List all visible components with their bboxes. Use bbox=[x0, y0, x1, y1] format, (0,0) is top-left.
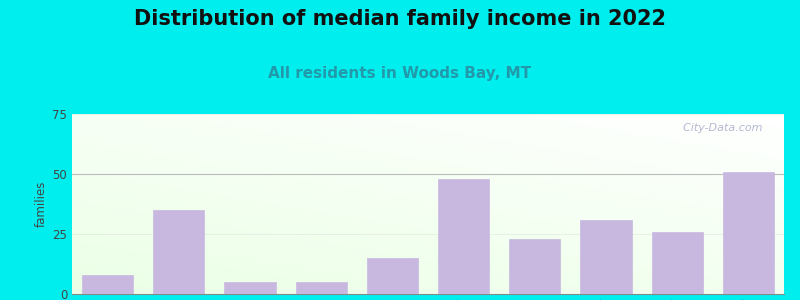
Bar bbox=[295, 282, 347, 294]
Bar bbox=[509, 239, 561, 294]
Bar bbox=[722, 172, 774, 294]
Text: City-Data.com: City-Data.com bbox=[676, 123, 762, 133]
Y-axis label: families: families bbox=[35, 181, 48, 227]
Bar bbox=[580, 220, 632, 294]
Bar bbox=[438, 179, 490, 294]
Bar bbox=[651, 232, 703, 294]
Bar bbox=[366, 258, 418, 294]
Bar bbox=[153, 210, 205, 294]
Bar bbox=[224, 282, 276, 294]
Text: All residents in Woods Bay, MT: All residents in Woods Bay, MT bbox=[269, 66, 531, 81]
Text: Distribution of median family income in 2022: Distribution of median family income in … bbox=[134, 9, 666, 29]
Bar bbox=[82, 275, 134, 294]
